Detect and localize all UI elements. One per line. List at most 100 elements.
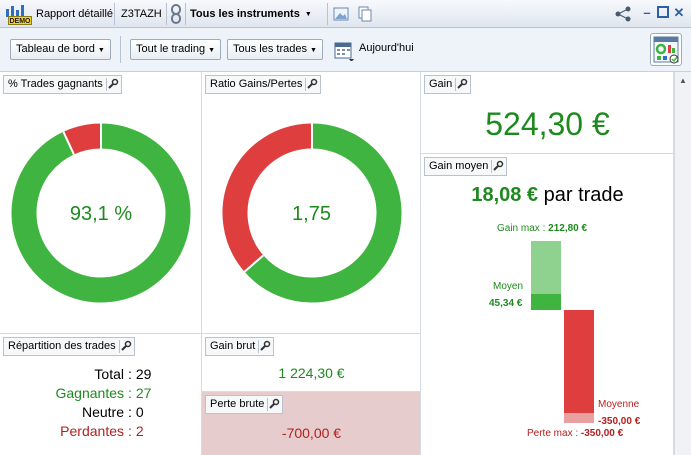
panel-title-label: Répartition des trades xyxy=(8,340,116,352)
wrench-icon[interactable] xyxy=(455,78,468,91)
chevron-down-icon: ▼ xyxy=(309,47,317,54)
share-icon[interactable] xyxy=(614,0,632,28)
panel-title: Ratio Gains/Pertes xyxy=(205,75,322,94)
donut-separator xyxy=(243,254,265,273)
win-rate-panel: % Trades gagnants 93,1 % xyxy=(0,72,202,334)
distribution-label: Perdantes xyxy=(60,423,124,439)
gross-gain-value: 1 224,30 € xyxy=(278,365,345,381)
trades-dropdown[interactable]: Tous les trades ▼ xyxy=(227,39,323,60)
chevron-down-icon: ▼ xyxy=(304,10,312,18)
demo-app-icon: DEMO xyxy=(4,4,32,25)
wrench-icon[interactable] xyxy=(267,398,280,411)
instruments-label: Tous les instruments xyxy=(190,8,300,20)
average-gain-value: 18,08 € xyxy=(471,184,539,206)
panel-title-label: Ratio Gains/Pertes xyxy=(210,78,303,90)
minimize-icon[interactable]: – xyxy=(643,5,651,20)
calendar-icon[interactable] xyxy=(333,39,357,62)
distribution-value: 0 xyxy=(135,404,144,420)
perte-max-text: Perte max : -350,00 € xyxy=(527,428,623,439)
wrench-icon[interactable] xyxy=(258,340,271,353)
panel-title: Gain moyen xyxy=(424,157,508,176)
trade-distribution-panel: Répartition des trades Total:29 Gagnante… xyxy=(0,334,202,455)
panel-title: Répartition des trades xyxy=(3,337,135,356)
maximize-icon[interactable] xyxy=(656,6,670,20)
moyenne-value: -350,00 € xyxy=(598,416,641,427)
panel-title-label: Gain xyxy=(429,78,453,90)
scroll-up-icon[interactable]: ▲ xyxy=(679,76,687,85)
trading-label: Tout le trading xyxy=(136,43,206,55)
chevron-down-icon: ▼ xyxy=(208,47,216,54)
distribution-value: 2 xyxy=(135,423,144,439)
distribution-value: 29 xyxy=(135,366,152,382)
panel-title-label: % Trades gagnants xyxy=(8,78,103,90)
distribution-value: 27 xyxy=(135,385,152,401)
wrench-icon[interactable] xyxy=(491,160,504,173)
average-gain-panel: Gain moyen 18,08 € par trade Gain max : … xyxy=(421,154,674,455)
panel-title-label: Gain moyen xyxy=(429,160,489,172)
gain-max-value: 212,80 € xyxy=(548,223,588,234)
losing-trades-arc xyxy=(63,123,102,155)
report-title: Rapport détaillé xyxy=(36,8,114,20)
average-gain-headline: 18,08 € par trade xyxy=(421,184,674,207)
loss-average-bar xyxy=(564,310,594,423)
panel-title: Gain xyxy=(424,75,472,94)
wrench-icon[interactable] xyxy=(118,340,132,353)
losses-arc xyxy=(222,123,313,272)
panel-title-label: Gain brut xyxy=(210,340,256,352)
moyen-label: Moyen xyxy=(493,281,524,292)
moyen-value: 45,34 € xyxy=(489,298,523,309)
gain-average-bar xyxy=(531,294,561,310)
gain-loss-ratio-panel: Ratio Gains/Pertes 1,75 xyxy=(202,72,421,334)
distribution-row-neutre: Neutre:0 xyxy=(0,403,202,422)
copy-icon[interactable] xyxy=(358,0,372,28)
panel-title: Gain brut xyxy=(205,337,275,356)
wrench-icon[interactable] xyxy=(305,78,318,91)
distribution-label: Neutre xyxy=(81,404,124,420)
vertical-scrollbar[interactable]: ▲ xyxy=(674,72,691,455)
dashboard-dropdown[interactable]: Tableau de bord ▼ xyxy=(10,39,111,60)
chevron-down-icon: ▼ xyxy=(97,47,105,54)
date-label[interactable]: Aujourd'hui xyxy=(359,42,414,54)
loss-max-bar xyxy=(564,413,594,423)
gain-max-text: Gain max : 212,80 € xyxy=(497,223,587,234)
panel-title: Perte brute xyxy=(205,395,284,414)
panel-title: % Trades gagnants xyxy=(3,75,122,94)
perte-max-label: Perte max : xyxy=(527,428,581,439)
gain-panel: Gain 524,30 € xyxy=(421,72,674,154)
perte-max-value: -350,00 € xyxy=(580,428,624,439)
gain-value: 524,30 € xyxy=(485,106,610,142)
trading-dropdown[interactable]: Tout le trading ▼ xyxy=(130,39,222,60)
ratio-donut xyxy=(222,123,402,303)
gross-gain-panel: Gain brut 1 224,30 € xyxy=(202,334,421,392)
dashboard-config-icon[interactable] xyxy=(650,33,682,66)
panel-title-label: Perte brute xyxy=(210,398,265,410)
distribution-row-gagnantes: Gagnantes:27 xyxy=(0,384,202,403)
title-bar: DEMO Rapport détaillé Z3TAZH Tous les in… xyxy=(0,0,691,28)
gain-max-label: Gain max : xyxy=(497,223,549,234)
close-icon[interactable]: ✕ xyxy=(673,5,685,20)
instruments-dropdown[interactable]: Tous les instruments ▼ xyxy=(190,0,312,28)
ratio-value: 1,75 xyxy=(292,203,331,225)
distribution-label: Gagnantes xyxy=(55,385,125,401)
distribution-row-perdantes: Perdantes:2 xyxy=(0,422,202,441)
demo-badge: DEMO xyxy=(8,16,32,25)
winning-trades-arc xyxy=(11,123,191,303)
win-rate-value: 93,1 % xyxy=(69,203,133,225)
distribution-list: Total:29 Gagnantes:27 Neutre:0 Perdantes… xyxy=(0,365,202,441)
average-gain-suffix: par trade xyxy=(538,184,624,206)
distribution-row-total: Total:29 xyxy=(0,365,202,384)
image-icon[interactable] xyxy=(333,0,349,28)
gains-arc xyxy=(244,123,402,303)
distribution-label: Total xyxy=(94,366,124,382)
moyenne-label: Moyenne xyxy=(598,399,640,410)
donut-separator xyxy=(62,131,75,155)
wrench-icon[interactable] xyxy=(105,78,119,91)
account-id[interactable]: Z3TAZH xyxy=(121,8,162,20)
dashboard-label: Tableau de bord xyxy=(16,43,95,55)
gross-loss-panel: Perte brute -700,00 € xyxy=(202,392,421,455)
link-icon[interactable] xyxy=(170,0,182,28)
toolbar: Tableau de bord ▼ Tout le trading ▼ Tous l… xyxy=(0,28,691,72)
gross-loss-value: -700,00 € xyxy=(281,425,342,441)
trades-label: Tous les trades xyxy=(233,43,307,55)
win-rate-donut xyxy=(11,123,191,303)
